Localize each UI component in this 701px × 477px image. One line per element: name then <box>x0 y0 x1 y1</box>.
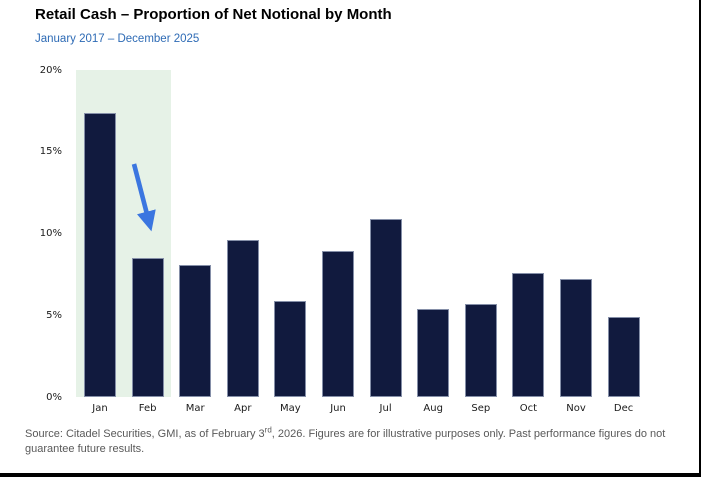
bar-jul <box>369 218 402 397</box>
y-tick-5: 5% <box>46 309 62 321</box>
x-label-aug: Aug <box>423 403 443 414</box>
bar-dec <box>607 316 640 397</box>
bar-jun <box>322 251 354 397</box>
source-footnote: Source: Citadel Securities, GMI, as of F… <box>25 425 685 457</box>
chart-subtitle: January 2017 – December 2025 <box>35 33 200 45</box>
chart-title: Retail Cash – Proportion of Net Notional… <box>35 6 392 23</box>
x-label-apr: Apr <box>234 403 252 414</box>
source-text-continued: , 2026. Figures are for illustrative pur… <box>25 428 666 455</box>
x-label-jan: Jan <box>92 403 108 414</box>
bar-mar <box>179 264 212 397</box>
bar-sep <box>464 303 497 397</box>
x-label-sep: Sep <box>471 403 491 414</box>
x-label-jun: Jun <box>330 403 346 414</box>
x-label-may: May <box>280 403 301 414</box>
x-label-feb: Feb <box>138 403 157 414</box>
bar-nov <box>560 279 592 397</box>
x-label-mar: Mar <box>185 403 205 414</box>
bar-apr <box>226 240 259 397</box>
bar-may <box>274 300 307 397</box>
x-label-oct: Oct <box>519 403 538 414</box>
source-text: Source: Citadel Securities, GMI, as of F… <box>25 428 265 440</box>
bar-jan <box>84 112 116 397</box>
source-superscript: rd <box>264 425 272 435</box>
y-tick-10: 10% <box>39 228 62 239</box>
y-tick-0: 0% <box>46 391 62 403</box>
bar-oct <box>512 272 545 397</box>
x-label-dec: Dec <box>613 403 634 414</box>
y-tick-15: 15% <box>39 146 62 158</box>
y-tick-20: 20% <box>39 64 62 76</box>
bar-aug <box>417 308 450 397</box>
x-label-jul: Jul <box>379 403 392 414</box>
bar-feb <box>131 258 164 397</box>
x-label-nov: Nov <box>566 403 586 414</box>
